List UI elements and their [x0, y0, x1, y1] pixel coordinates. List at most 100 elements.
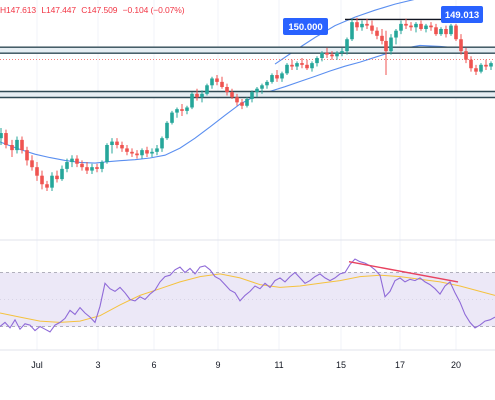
candle-body: [110, 141, 114, 145]
candle-body: [300, 63, 304, 65]
candle-body: [340, 51, 344, 53]
candle: [240, 98, 244, 110]
candle: [205, 83, 209, 96]
candle-body: [20, 139, 24, 151]
candle-body: [10, 145, 14, 151]
candle-body: [75, 158, 79, 164]
candle: [25, 146, 29, 166]
candle-body: [404, 23, 408, 26]
x-tick-label: 17: [395, 360, 405, 370]
candle: [65, 158, 69, 173]
candle-body: [200, 93, 204, 98]
candle-body: [145, 150, 149, 154]
candle-body: [355, 22, 359, 28]
candle: [170, 110, 174, 125]
candle-body: [235, 97, 239, 103]
candle: [380, 29, 384, 45]
candle: [30, 155, 34, 171]
candle-body: [130, 151, 134, 154]
candle: [175, 107, 179, 118]
candle-body: [434, 27, 438, 35]
candle-body: [429, 25, 433, 28]
candle: [320, 51, 324, 62]
candle: [290, 59, 294, 70]
candle-body: [399, 23, 403, 31]
candle: [55, 170, 59, 183]
rsi-ma-line: [0, 273, 495, 323]
candle: [225, 83, 229, 96]
candle-body: [449, 25, 453, 35]
candle: [280, 71, 284, 82]
candle: [250, 90, 254, 103]
candle: [270, 73, 274, 84]
candle-body: [290, 64, 294, 67]
candle: [360, 20, 364, 31]
candle: [60, 165, 64, 181]
candle: [70, 155, 74, 168]
candle-body: [175, 109, 179, 113]
candle-body: [310, 63, 314, 69]
candle: [444, 25, 448, 38]
resistance-band: [0, 47, 495, 54]
candle-body: [305, 64, 309, 69]
candle-body: [255, 88, 259, 93]
candle: [335, 51, 339, 60]
candle-body: [365, 23, 369, 26]
candle: [145, 146, 149, 157]
candle-body: [345, 39, 349, 52]
candle: [325, 47, 329, 58]
candle: [185, 105, 189, 115]
candle: [305, 59, 309, 70]
candle-body: [335, 52, 339, 57]
candle-body: [15, 139, 19, 151]
candle-body: [105, 145, 109, 163]
candle: [464, 47, 468, 64]
candle-body: [215, 78, 219, 82]
candle-body: [265, 81, 269, 86]
candle: [90, 163, 94, 174]
candle: [469, 56, 473, 72]
candle-body: [115, 141, 119, 145]
candle-body: [409, 25, 413, 28]
candle-body: [120, 145, 124, 149]
candle: [399, 20, 403, 35]
candle: [245, 97, 249, 108]
candle-body: [370, 25, 374, 31]
candle: [110, 138, 114, 154]
candle: [105, 143, 109, 164]
candle: [260, 83, 264, 94]
candle-body: [125, 148, 129, 152]
candle-body: [464, 51, 468, 60]
candle-body: [85, 167, 89, 171]
candle-body: [225, 87, 229, 93]
candle: [80, 160, 84, 171]
candle: [394, 29, 398, 45]
ohlc-close: C147.509: [81, 5, 118, 15]
candle-body: [220, 81, 224, 87]
candle-body: [250, 92, 254, 99]
candle-body: [160, 138, 164, 149]
candle-body: [384, 40, 388, 52]
candle-body: [40, 175, 44, 185]
candle-body: [70, 158, 74, 163]
candle-body: [315, 58, 319, 64]
candle-body: [245, 98, 249, 106]
candle-body: [424, 25, 428, 29]
candle: [479, 63, 483, 74]
candle-body: [230, 92, 234, 98]
candle-body: [210, 78, 214, 86]
candle: [130, 148, 134, 157]
candle-body: [50, 175, 54, 188]
candle: [50, 172, 54, 192]
candle-body: [270, 75, 274, 82]
candle: [365, 18, 369, 29]
candle: [375, 27, 379, 40]
candle-body: [140, 150, 144, 156]
candle: [10, 139, 14, 157]
candle: [255, 87, 259, 98]
candle: [160, 136, 164, 152]
candle-body: [100, 162, 104, 169]
candle: [85, 162, 89, 174]
